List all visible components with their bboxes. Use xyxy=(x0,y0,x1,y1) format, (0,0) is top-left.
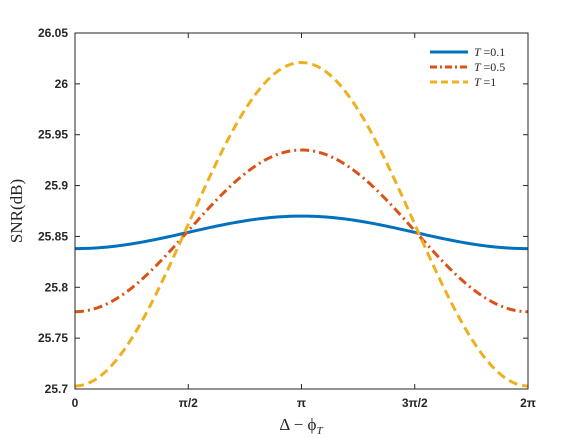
y-tick-label: 25.85 xyxy=(38,229,68,243)
x-tick-label: π/2 xyxy=(179,396,199,410)
y-tick-label: 25.7 xyxy=(45,382,69,396)
series-line-1 xyxy=(75,214,528,251)
series-line-2 xyxy=(74,148,529,314)
tick-labels-layer: 0 π/2 π 3π/2 2π 25.7 25.75 25.8 25.85 25.9 25.95 26… xyxy=(38,26,536,410)
legend: T =0.1T =0.5T =1 xyxy=(430,45,505,89)
y-tick-label: 25.9 xyxy=(45,179,69,193)
x-tick-label: π xyxy=(297,396,306,410)
x-tick-label: 2π xyxy=(520,396,536,410)
y-tick-label: 26 xyxy=(55,77,69,91)
y-axis-label: SNR(dB) xyxy=(7,179,26,243)
ticks-layer xyxy=(74,32,529,390)
y-tick-label: 25.95 xyxy=(38,128,68,142)
x-tick-label: 0 xyxy=(72,396,79,410)
plot-background xyxy=(75,33,528,389)
x-axis-label-delta: Δ − ϕ xyxy=(279,415,316,434)
y-tick-label: 25.8 xyxy=(45,280,69,294)
legend-entry: T =1 xyxy=(474,75,496,89)
x-axis-label: Δ − ϕT xyxy=(279,415,323,437)
legend-entry: T =0.5 xyxy=(474,60,505,74)
x-axis-label-subscript: T xyxy=(316,425,323,437)
series-layer xyxy=(74,60,529,388)
y-tick-label: 25.75 xyxy=(38,331,68,345)
series-line-3 xyxy=(74,60,529,388)
x-tick-label: 3π/2 xyxy=(402,396,428,410)
y-tick-label: 26.05 xyxy=(38,26,68,40)
legend-entry: T =0.1 xyxy=(474,45,505,59)
